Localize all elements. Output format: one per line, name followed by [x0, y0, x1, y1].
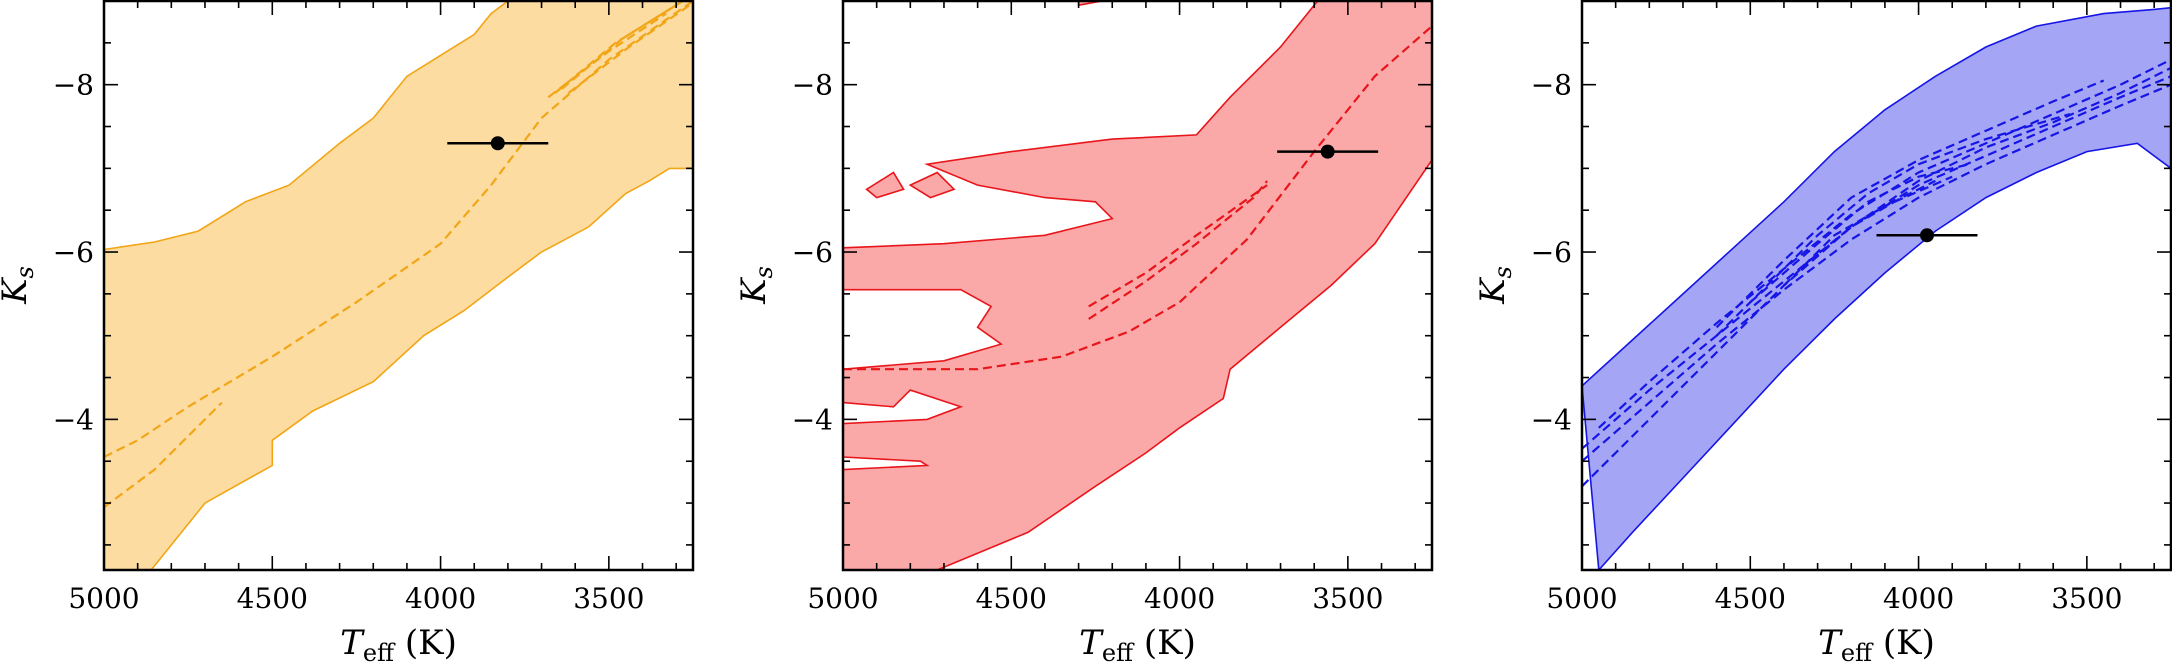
confidence-band [843, 1, 1432, 570]
y-tick-label: −8 [792, 69, 833, 102]
x-tick-label: 5000 [68, 582, 139, 615]
y-tick-label: −4 [1531, 403, 1572, 436]
track-line [1749, 163, 1970, 304]
y-axis-label: Ks [1473, 266, 1517, 305]
band-island [908, 171, 956, 199]
x-tick-label: 4000 [1144, 582, 1215, 615]
confidence-band [1582, 6, 2171, 570]
y-axis-label-sub: s [11, 266, 39, 278]
track-line [1582, 66, 2171, 488]
band-hole [843, 288, 1004, 371]
star-data-point [490, 136, 505, 151]
x-tick-label: 5000 [1546, 582, 1617, 615]
track-line [1800, 179, 1936, 270]
x-tick-label: 4500 [976, 582, 1047, 615]
x-axis-label: Teff (K) [340, 623, 457, 665]
x-tick-label: 4000 [405, 582, 476, 615]
track-line [1582, 75, 2171, 450]
y-tick-label: −6 [53, 236, 94, 269]
panel-right: 5000 4500 4000 3500 −4 −6 −8 Teff (K) Ks [1473, 0, 2172, 665]
x-axis-label-sub: eff [1841, 639, 1874, 665]
x-axis-label-sub: eff [1102, 639, 1135, 665]
x-axis-label-sub: eff [363, 639, 396, 665]
x-axis-label-main: T [340, 623, 365, 663]
axes-frame [102, 0, 695, 572]
band-hole [843, 389, 964, 425]
panel-middle: 5000 4500 4000 3500 −4 −6 −8 Teff (K) Ks [734, 0, 1434, 665]
plot-area [1582, 6, 2171, 570]
y-tick-label: −4 [792, 403, 833, 436]
y-tick-label: −4 [53, 403, 94, 436]
y-tick-label: −8 [1531, 69, 1572, 102]
confidence-band [104, 1, 693, 570]
y-tick-label: −6 [1531, 236, 1572, 269]
x-tick-label: 4500 [1715, 582, 1786, 615]
x-tick-label: 3500 [573, 582, 644, 615]
y-tick-label: −8 [53, 69, 94, 102]
x-tick-label: 4000 [1883, 582, 1954, 615]
x-axis-label: Teff (K) [1818, 623, 1935, 665]
y-axis-label-main: K [734, 276, 774, 305]
track-line [843, 25, 1432, 371]
track-line [104, 401, 223, 509]
plot-area [843, 1, 1432, 570]
y-axis-label-main: K [1473, 276, 1513, 305]
y-tick-label: −6 [792, 236, 833, 269]
x-axis-label-main: T [1079, 623, 1104, 663]
x-axis-label-unit: (K) [1133, 623, 1196, 663]
x-tick-label: 4500 [237, 582, 308, 615]
panel-left: 5000 4500 4000 3500 −4 −6 −8 Teff (K) Ks [0, 0, 695, 665]
star-data-point [1919, 228, 1934, 243]
y-axis-label: Ks [734, 266, 778, 305]
band-hole [843, 456, 930, 471]
y-axis-label-main: K [0, 276, 35, 305]
x-axis-label-main: T [1818, 623, 1843, 663]
y-axis-label: Ks [0, 266, 39, 305]
track-line [567, 4, 691, 94]
x-tick-label: 5000 [807, 582, 878, 615]
y-axis-label-sub: s [750, 266, 778, 278]
track-line [1715, 112, 2071, 337]
plot-area [104, 1, 693, 570]
y-axis-label-sub: s [1489, 266, 1517, 278]
track-line [560, 1, 684, 90]
axes-frame [1580, 0, 2172, 572]
track-line [1783, 175, 1953, 287]
track-line [1582, 83, 2171, 463]
x-tick-label: 3500 [1312, 582, 1383, 615]
band-island [865, 171, 905, 199]
star-data-point [1320, 144, 1335, 159]
track-line [1715, 79, 2105, 329]
x-axis-label-unit: (K) [1872, 623, 1935, 663]
axes-frame [841, 0, 1434, 572]
x-axis-label-unit: (K) [394, 623, 457, 663]
x-tick-label: 3500 [2051, 582, 2122, 615]
track-line [1088, 184, 1268, 308]
x-axis-label: Teff (K) [1079, 623, 1196, 665]
